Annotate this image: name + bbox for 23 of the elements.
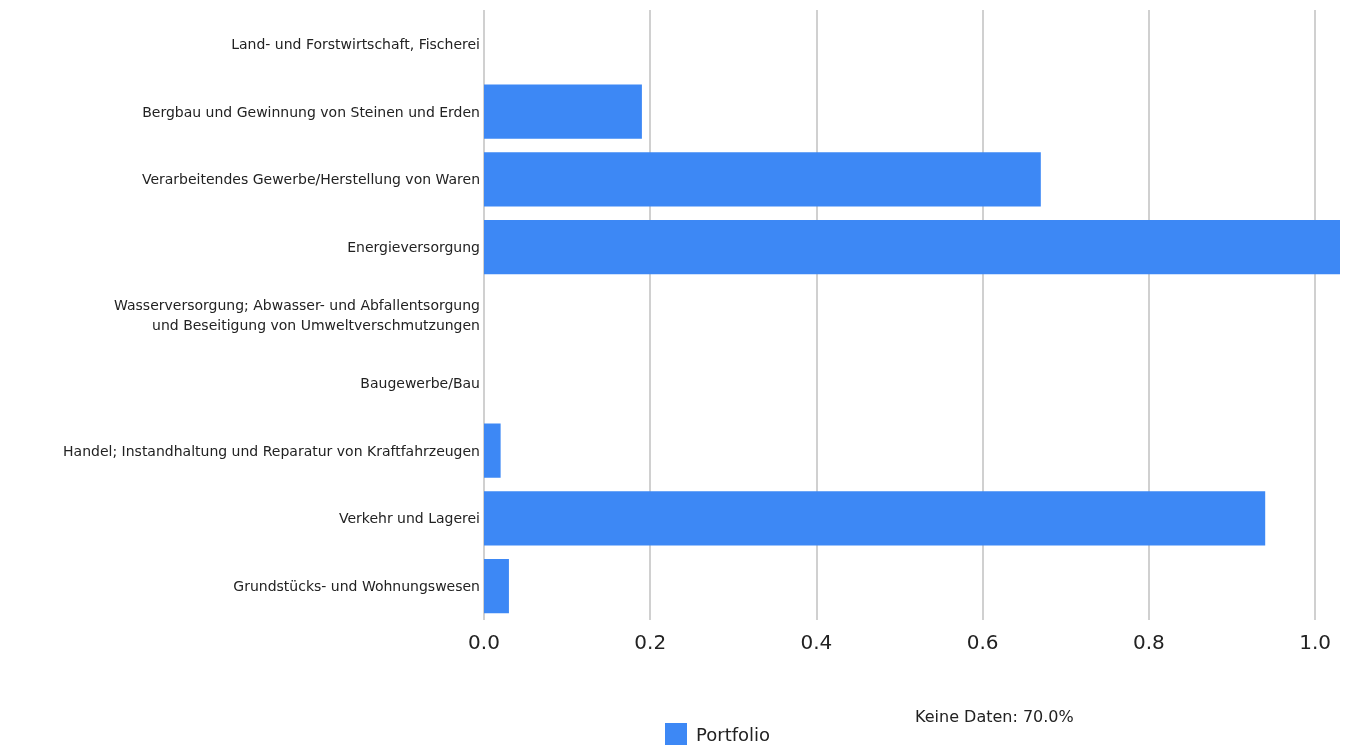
x-tick-label: 0.6 xyxy=(966,630,999,654)
y-tick-label: Bergbau und Gewinnung von Steinen und Erden xyxy=(142,103,480,120)
y-tick-label: Verarbeitendes Gewerbe/Herstellung von Waren xyxy=(141,171,480,188)
y-tick-label: Wasserversorgung; Abwasser- und Abfallentsorgung und Beseitigung von Umweltverschmutzungen xyxy=(114,297,480,333)
x-tick-label: 1.0 xyxy=(1299,630,1331,654)
x-tick-label: 0.8 xyxy=(1132,630,1165,654)
bar xyxy=(484,152,1041,207)
y-tick-label: Land- und Forstwirtschaft, Fischerei xyxy=(231,35,480,52)
legend-label: Portfolio xyxy=(696,723,771,745)
x-tick-label: 0.2 xyxy=(634,630,667,654)
x-tick-label: 0.4 xyxy=(800,630,833,654)
x-tick-label: 0.0 xyxy=(468,630,500,654)
bar xyxy=(484,491,1266,546)
y-tick-label: Verkehr und Lagerei xyxy=(338,510,480,527)
y-tick-label: Grundstücks- und Wohnungswesen xyxy=(233,578,480,595)
bar xyxy=(484,423,501,478)
y-tick-label: Energieversorgung xyxy=(347,239,480,256)
bar xyxy=(484,559,509,614)
bar xyxy=(484,84,642,139)
text: Keine Daten: 70.0% xyxy=(915,706,1074,726)
bar xyxy=(484,220,1340,275)
y-tick-label: Handel; Instandhaltung und Reparatur von Kraftfahrzeugen xyxy=(63,442,480,459)
y-tick-label: Baugewerbe/Bau xyxy=(360,374,480,391)
